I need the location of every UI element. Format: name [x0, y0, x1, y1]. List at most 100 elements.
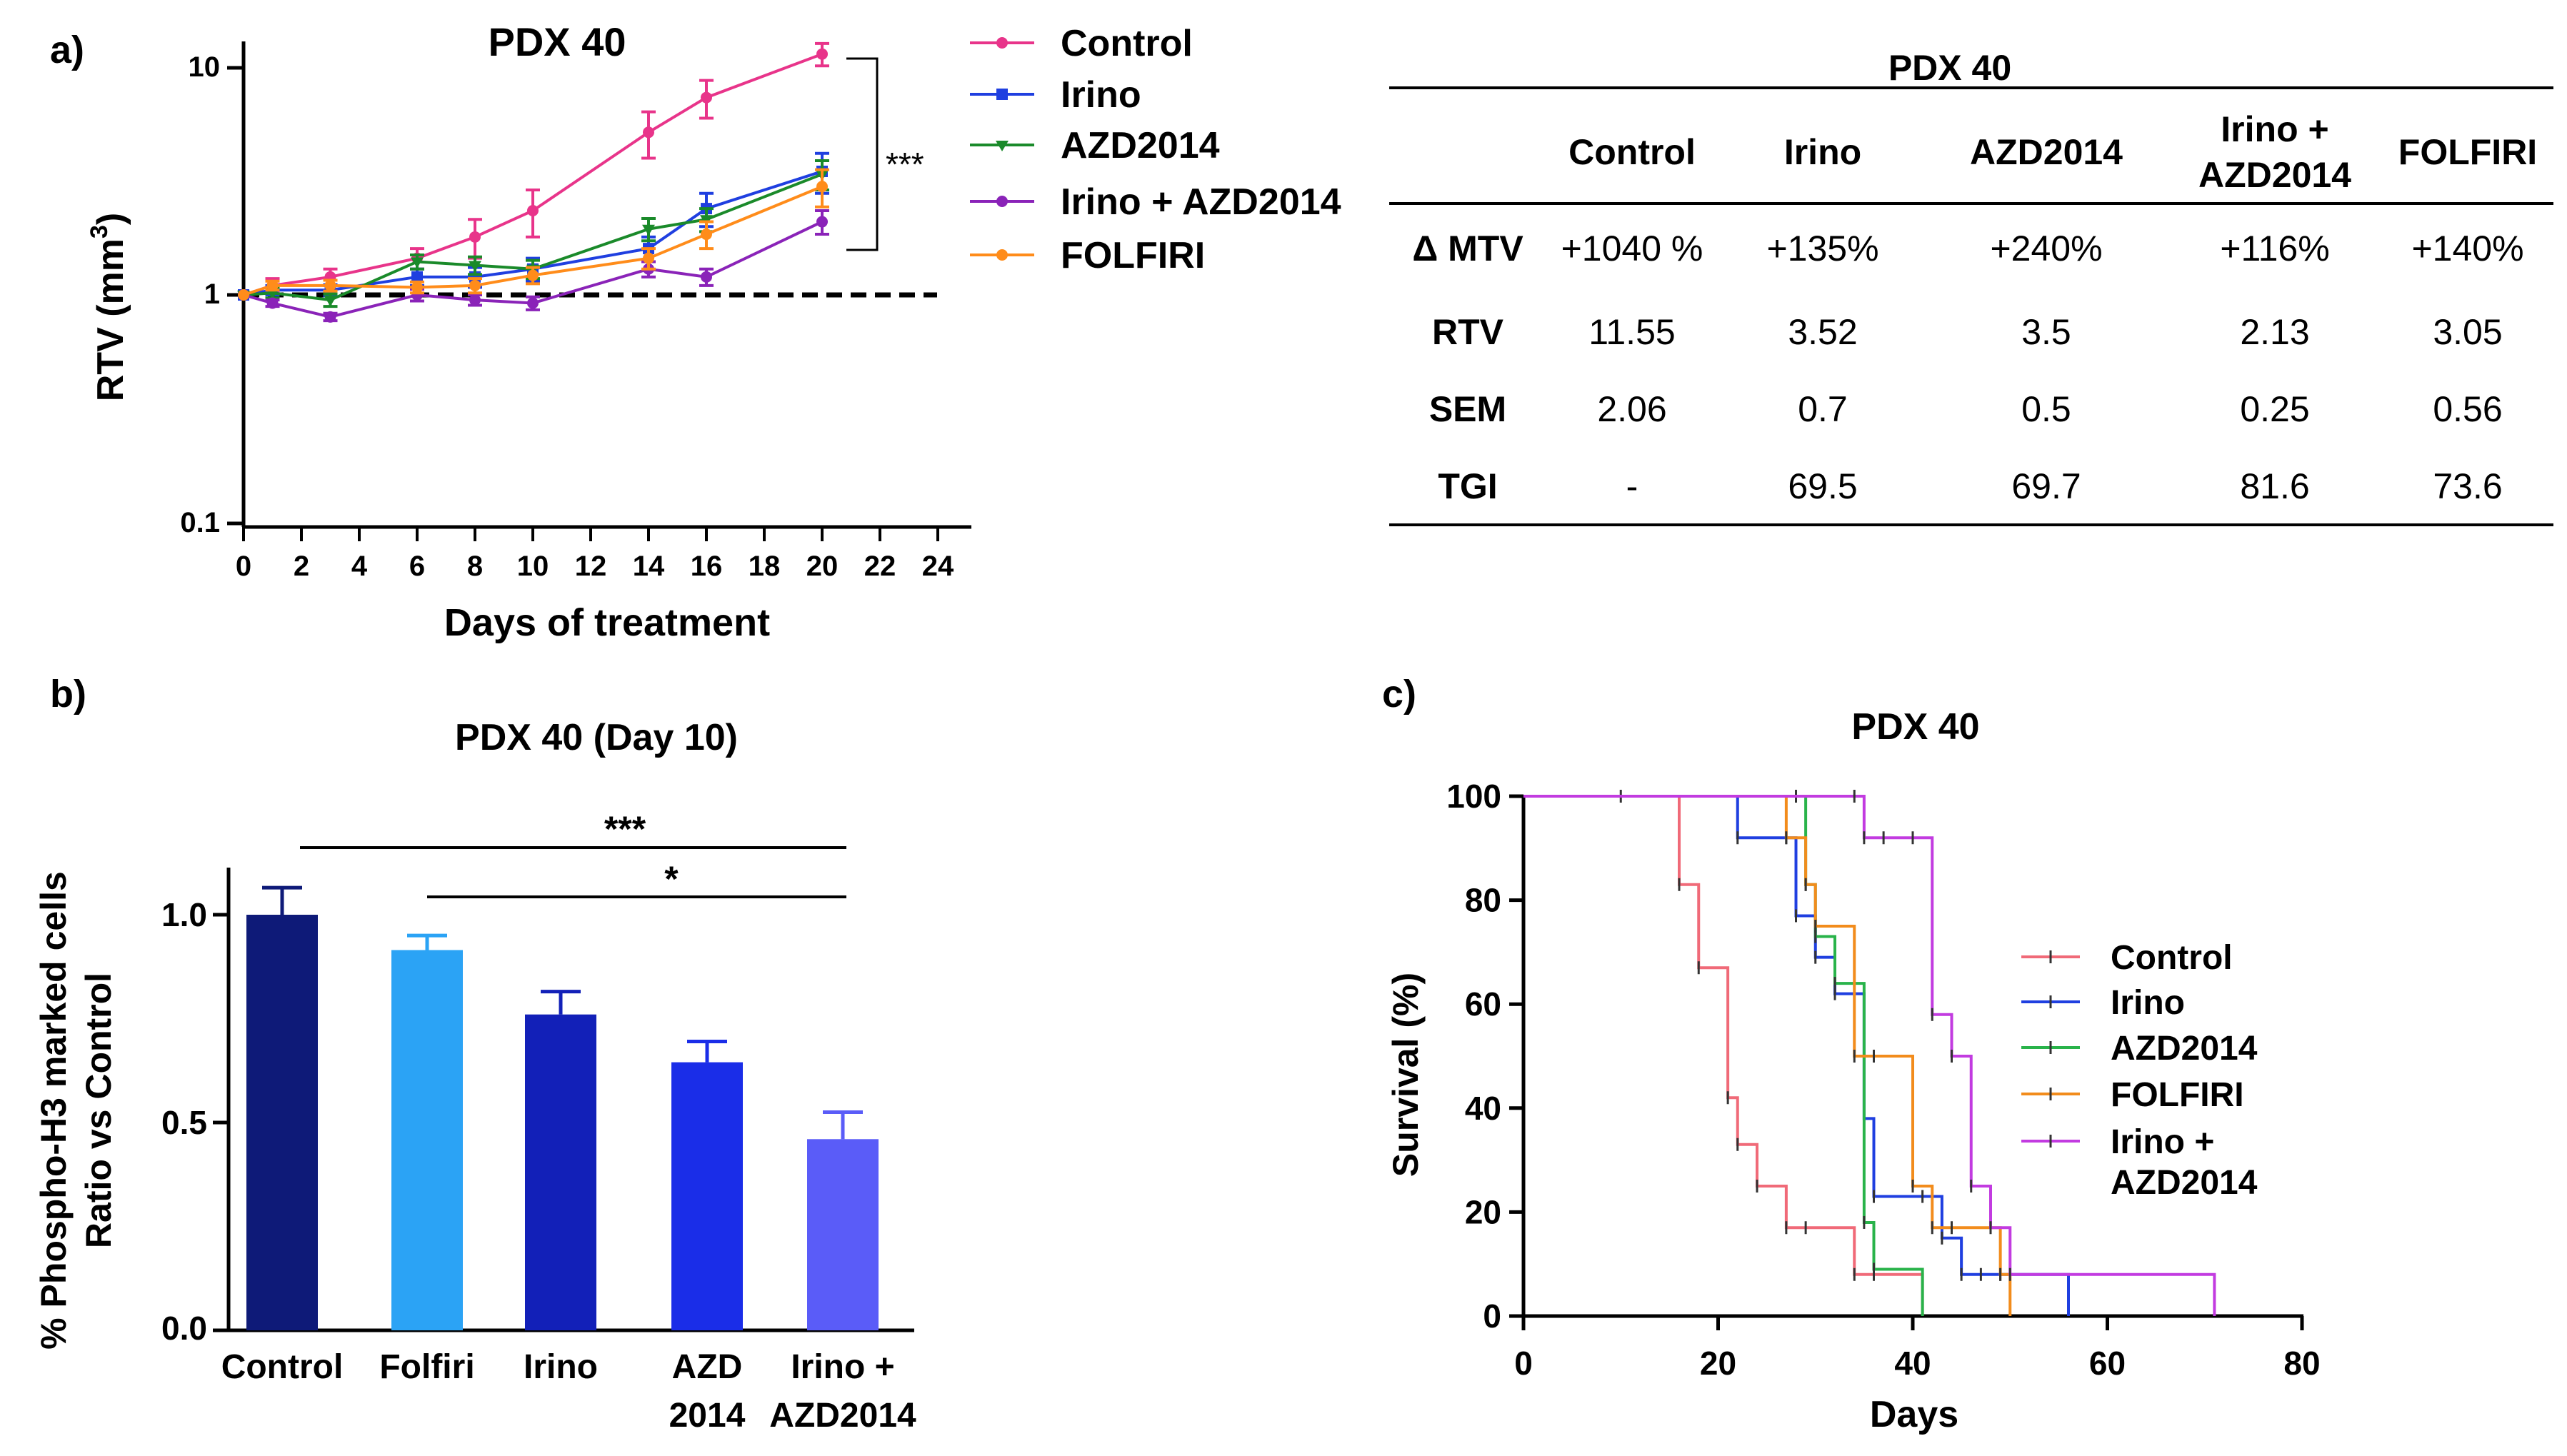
km-curve-irino-azd2014: [1523, 795, 2216, 1316]
a-xtick-label-16: 16: [691, 551, 723, 582]
data-point: [701, 271, 712, 283]
table-header: Irino +: [2221, 109, 2328, 149]
km-curve-irino: [1523, 795, 2070, 1316]
table-header: AZD2014: [1970, 132, 2123, 172]
panel-b-ylabel-1: % Phospho-H3 marked cells: [34, 871, 74, 1350]
a-xtick-label-0: 0: [236, 551, 251, 582]
data-point: [469, 294, 481, 306]
legend-marker: [996, 89, 1008, 100]
sig-stars-outer: ***: [604, 809, 646, 849]
bar-category-label: Folfiri: [379, 1348, 474, 1386]
data-point: [469, 279, 481, 291]
legend-label: AZD2014: [2111, 1030, 2258, 1068]
panel-b-title: PDX 40 (Day 10): [455, 717, 738, 758]
a-xtick-label-18: 18: [749, 551, 781, 582]
bar-0: [246, 915, 318, 1330]
bar-3: [671, 1062, 743, 1330]
legend-label: FOLFIRI: [2111, 1076, 2244, 1114]
panel-c-xlabel: Days: [1870, 1394, 1958, 1435]
legend-label: Irino: [2111, 984, 2185, 1022]
table-cell: +135%: [1766, 229, 1878, 268]
c-xtick-label: 60: [2089, 1345, 2126, 1382]
data-table: Control Irino AZD2014 Irino + AZD2014 FOLFIRI…: [1412, 109, 2537, 506]
km-curve-folfiri: [1523, 795, 2012, 1316]
c-xtick-label: 0: [1514, 1345, 1533, 1382]
b-ytick-label-1: 1.0: [161, 896, 207, 933]
data-point: [701, 229, 712, 241]
data-point: [816, 48, 828, 60]
ytick-label-10: 10: [189, 51, 221, 83]
table-cell: 0.5: [2021, 389, 2071, 429]
table-cell: 73.6: [2433, 466, 2502, 506]
a-xtick-label-4: 4: [351, 551, 368, 582]
c-xtick-label: 40: [1894, 1345, 1931, 1382]
panel-a-series: [237, 41, 829, 323]
a-xtick-label-6: 6: [409, 551, 425, 582]
c-ytick-label: 40: [1465, 1090, 1501, 1127]
table-cell: 2.13: [2240, 312, 2309, 352]
legend-label: Irino + AZD2014: [1061, 181, 1341, 223]
c-ytick-label: 20: [1465, 1193, 1501, 1230]
legend-label: Control: [1061, 23, 1193, 64]
table-cell: 11.55: [1588, 312, 1675, 352]
panel-c-ticks: 0 20 40 60 80 0 20 40 60 80 100: [1446, 778, 2320, 1382]
data-point: [238, 289, 249, 301]
bar-2: [525, 1014, 596, 1330]
data-point: [266, 279, 279, 291]
data-point: [266, 297, 279, 309]
c-ytick-label: 0: [1483, 1297, 1501, 1335]
table-cell: 2.06: [1597, 389, 1666, 429]
c-ytick-label: 80: [1465, 882, 1501, 919]
table-cell: 3.05: [2433, 312, 2502, 352]
table-cell: 69.5: [1788, 466, 1857, 506]
table-cell: 69.7: [2011, 466, 2081, 506]
data-point: [324, 279, 336, 291]
panel-c-series: [1523, 790, 2216, 1316]
table-row-label: SEM: [1429, 389, 1506, 429]
panel-c-ylabel: Survival (%): [1386, 973, 1426, 1177]
data-point: [411, 281, 423, 293]
bar-category-label: Irino: [524, 1348, 598, 1386]
table-header-sub: AZD2014: [2198, 155, 2351, 195]
c-xtick-label: 20: [1700, 1345, 1736, 1382]
table-cell: 0.56: [2433, 389, 2502, 429]
table-cell: +140%: [2411, 229, 2523, 268]
panel-a-title: PDX 40: [489, 19, 626, 64]
data-point: [411, 257, 424, 268]
panel-b-label: b): [50, 673, 86, 716]
bar-4: [807, 1139, 879, 1330]
table-header: Control: [1568, 132, 1696, 172]
table-row-label: RTV: [1432, 312, 1504, 352]
data-point: [642, 224, 655, 236]
data-point: [411, 271, 423, 283]
legend-label: Irino: [1061, 74, 1141, 116]
data-point: [643, 252, 654, 264]
data-point: [816, 181, 828, 193]
legend-marker: [996, 37, 1008, 49]
b-ytick-label-0.5: 0.5: [161, 1104, 207, 1141]
table-cell: 0.7: [1798, 389, 1848, 429]
data-point: [469, 261, 481, 272]
ytick-label-1: 1: [204, 278, 220, 310]
a-xtick-label-24: 24: [922, 551, 954, 582]
table-row-label: TGI: [1438, 466, 1497, 506]
data-point: [643, 126, 654, 139]
significance-stars-a: ***: [886, 146, 924, 183]
panel-c-title: PDX 40: [1851, 706, 1979, 748]
ytick-label-0.1: 0.1: [180, 507, 220, 538]
b-ytick-label-0: 0.0: [161, 1310, 207, 1347]
panel-a-xlabel: Days of treatment: [444, 601, 770, 644]
table-row-label: Δ MTV: [1412, 229, 1523, 268]
bar-1: [391, 950, 463, 1330]
c-ytick-label: 60: [1465, 985, 1501, 1023]
legend-label: AZD2014: [1061, 125, 1220, 166]
data-point: [527, 297, 539, 309]
legend-label-2: AZD2014: [2111, 1164, 2258, 1202]
panel-b-ylabel-2: Ratio vs Control: [79, 973, 119, 1248]
legend-marker: [996, 196, 1008, 207]
legend-marker: [996, 249, 1008, 261]
panel-a-yticks: 10 1 0.1: [180, 51, 244, 538]
table-header: FOLFIRI: [2398, 132, 2537, 172]
